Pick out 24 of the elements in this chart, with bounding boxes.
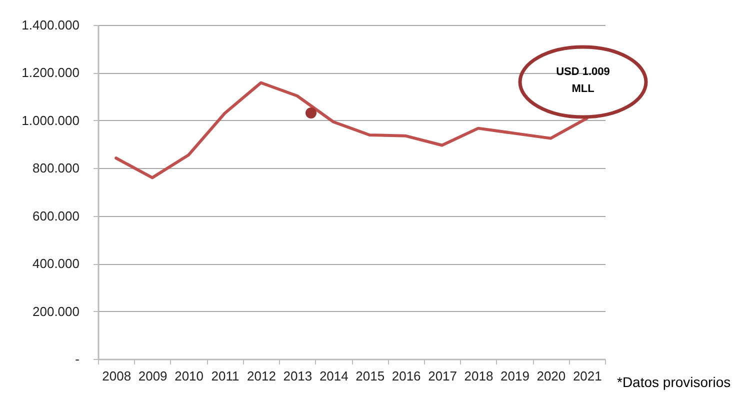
x-tick-label: 2008 bbox=[102, 368, 132, 384]
y-tick-label: 400.000 bbox=[32, 256, 80, 272]
x-tick-label: 2012 bbox=[247, 368, 276, 384]
y-tick-label: 200.000 bbox=[32, 304, 80, 319]
y-tick-label: 600.000 bbox=[32, 208, 80, 224]
y-tick-label: 1.000.000 bbox=[22, 112, 80, 128]
x-tick-label: 2020 bbox=[536, 368, 566, 384]
x-tick-label: 2019 bbox=[500, 368, 530, 384]
annotation: USD 1.009 MLL bbox=[555, 65, 611, 97]
x-tick-label: 2009 bbox=[138, 368, 168, 384]
x-tick-label: 2016 bbox=[392, 368, 421, 384]
x-tick-label: 2010 bbox=[174, 368, 204, 384]
y-tick-label: 800.000 bbox=[32, 160, 80, 176]
x-tick-label: 2015 bbox=[356, 368, 385, 384]
x-tick-label: 2013 bbox=[283, 368, 312, 384]
x-tick-label: 2018 bbox=[464, 368, 494, 384]
x-tick-label: 2014 bbox=[319, 368, 348, 384]
text: *Datos provisorios bbox=[617, 374, 731, 390]
x-tick-label: 2011 bbox=[211, 368, 240, 384]
x-tick-label: 2021 bbox=[572, 368, 602, 384]
y-tick-label: - bbox=[75, 352, 80, 366]
y-tick-label: 1.400.000 bbox=[22, 18, 80, 32]
x-tick-label: 2017 bbox=[428, 368, 457, 384]
y-tick-label: 1.200.000 bbox=[22, 65, 80, 80]
